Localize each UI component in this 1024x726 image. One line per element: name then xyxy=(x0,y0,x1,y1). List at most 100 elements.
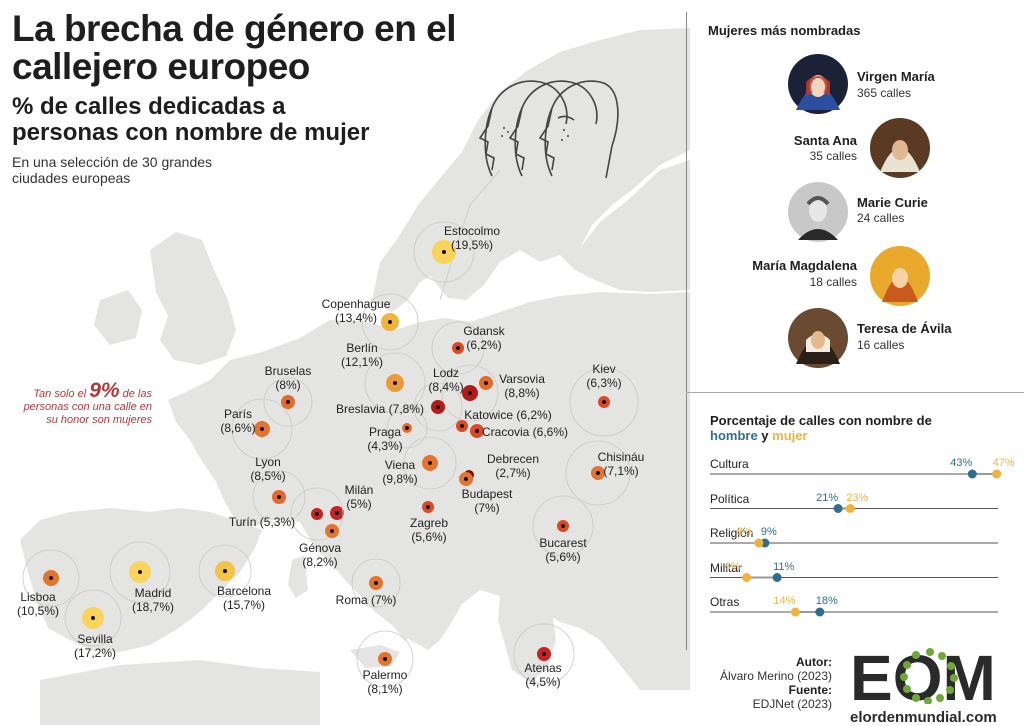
city-center-dot xyxy=(542,652,546,656)
woman-count: 18 calles xyxy=(809,275,857,289)
men-dot xyxy=(833,504,843,513)
city-value: (5%) xyxy=(346,497,372,511)
city-name: Génova xyxy=(298,541,342,555)
city-center-dot xyxy=(468,391,472,395)
city-label: Katowice (6,2%) xyxy=(464,408,551,422)
city-label: Barcelona (15,7%) xyxy=(217,584,271,612)
women-dot xyxy=(742,573,752,582)
city-value: (8,6%) xyxy=(220,421,256,435)
city-value: (7%) xyxy=(474,501,500,515)
city-center-dot xyxy=(436,405,440,409)
city-value: (6,6%) xyxy=(532,425,569,439)
city-name: Lodz xyxy=(432,366,460,380)
city-label: Lodz (8,4%) xyxy=(428,366,463,394)
city-name: Kiev xyxy=(592,362,616,376)
city-center-dot xyxy=(388,320,392,324)
city-value: (15,7%) xyxy=(222,598,266,612)
land-italy xyxy=(300,518,418,640)
city-value: (5,3%) xyxy=(259,515,296,529)
city-label: Debrecen (2,7%) xyxy=(487,452,539,480)
city-name: Gdansk xyxy=(463,324,505,338)
city-value: (10,5%) xyxy=(16,604,60,618)
city-name: Copenhague xyxy=(321,297,391,311)
city-value: (12,1%) xyxy=(340,355,384,369)
city-label: Sevilla (17,2%) xyxy=(74,632,116,660)
city-value: (7%) xyxy=(371,593,397,607)
portraits xyxy=(788,54,930,368)
city-value: (8%) xyxy=(275,378,301,392)
border-line xyxy=(439,169,501,301)
city-label: Berlín (12,1%) xyxy=(341,341,383,369)
city-value: (17,2%) xyxy=(73,646,117,660)
city-center-dot xyxy=(460,424,464,428)
city-label: Estocolmo (19,5%) xyxy=(444,224,500,252)
city-center-dot xyxy=(315,512,319,516)
city-label: Copenhague (13,4%) xyxy=(322,297,391,325)
women-percent-label: 6% xyxy=(724,560,741,573)
city-value: (2,7%) xyxy=(495,466,531,480)
woman-name: María Magdalena xyxy=(752,258,857,273)
city-label: Turín (5,3%) xyxy=(229,515,295,529)
city-value: (19,5%) xyxy=(450,238,494,252)
page-subtitle: % de calles dedicadas a personas con nom… xyxy=(12,93,370,146)
city-name: Bruselas xyxy=(264,364,312,378)
city-name: Lyon xyxy=(255,455,281,469)
europe-map xyxy=(20,28,690,725)
category-dot-chart xyxy=(710,469,1002,617)
city-center-dot xyxy=(475,429,479,433)
city-markers xyxy=(22,221,639,688)
city-label: Breslavia (7,8%) xyxy=(336,402,424,416)
city-name: Turín xyxy=(228,515,257,529)
city-label: Cracovia (6,6%) xyxy=(482,425,568,439)
city-name: Palermo xyxy=(362,668,408,682)
city-value: (5,6%) xyxy=(545,550,581,564)
city-label: Praga (4,3%) xyxy=(367,425,402,453)
city-center-dot xyxy=(426,505,430,509)
city-label: Palermo (8,1%) xyxy=(363,668,408,696)
city-label: Génova (8,2%) xyxy=(299,541,341,569)
city-center-dot xyxy=(286,400,290,404)
city-center-dot xyxy=(277,495,281,499)
portrait-santa-ana-icon xyxy=(870,118,930,178)
city-name: Bucarest xyxy=(539,536,587,550)
city-halo xyxy=(198,544,252,598)
legend-and: y xyxy=(761,428,769,443)
men-dot xyxy=(967,469,977,479)
city-halo xyxy=(441,364,499,422)
land-finland xyxy=(560,160,690,292)
city-center-dot xyxy=(464,477,468,481)
city-center-dot xyxy=(561,524,565,528)
city-value: (6,2%) xyxy=(516,408,552,422)
city-value: (18,7%) xyxy=(131,600,175,614)
city-label: Budapest (7%) xyxy=(462,487,513,515)
women-dot xyxy=(992,469,1002,479)
city-halo xyxy=(431,321,485,375)
city-halo xyxy=(532,495,594,557)
category-label: Cultura xyxy=(710,457,749,471)
city-halo xyxy=(263,377,313,427)
city-name: Roma xyxy=(335,593,368,607)
city-halo xyxy=(413,382,463,432)
city-halo xyxy=(290,487,344,541)
city-halo xyxy=(403,436,457,490)
eom-logo-icon: EOM xyxy=(850,642,996,714)
men-dot xyxy=(815,607,825,617)
logo: EOM elordenmundial.com xyxy=(850,642,1015,726)
city-name: Praga xyxy=(368,425,402,439)
city-label: Kiev (6,3%) xyxy=(586,362,621,390)
woman-name: Virgen María xyxy=(857,69,935,84)
city-value: (8,1%) xyxy=(367,682,403,696)
city-label: Milán (5%) xyxy=(345,483,374,511)
city-value: (7,8%) xyxy=(388,402,425,416)
men-percent-label: 9% xyxy=(760,526,777,538)
city-halo xyxy=(364,352,426,414)
city-name: Viena xyxy=(384,458,416,472)
gender-note: Tan solo el 9% de las personas con una c… xyxy=(23,379,152,426)
portrait-teresa-de-avila-icon xyxy=(788,308,848,368)
city-center-dot xyxy=(330,529,334,533)
city-center-dot xyxy=(91,616,95,620)
city-halo xyxy=(565,440,631,506)
city-center-dot xyxy=(596,471,600,475)
city-label: Bucarest (5,6%) xyxy=(539,536,586,564)
city-name: Milán xyxy=(344,483,374,497)
